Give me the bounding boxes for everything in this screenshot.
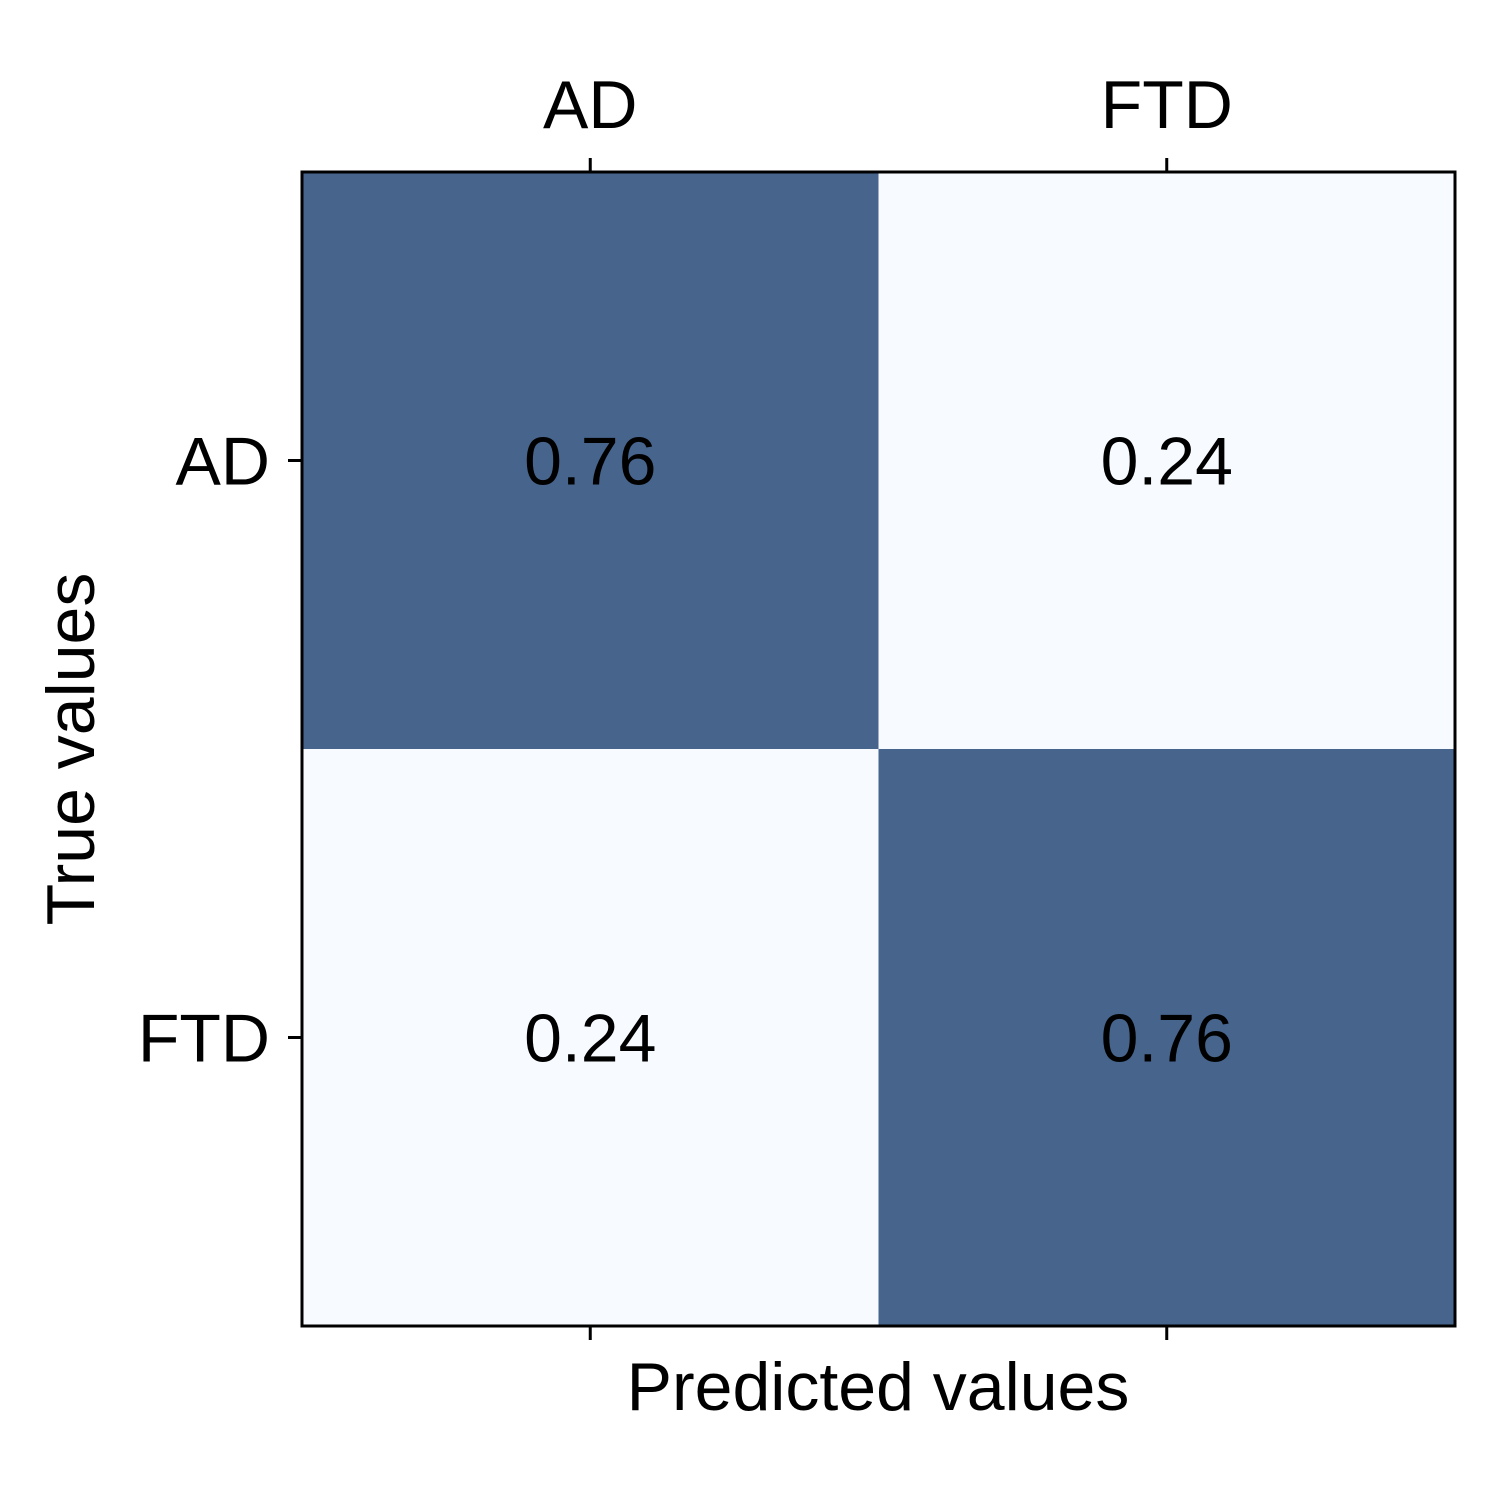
cell-value-label-0-0: 0.76: [524, 424, 656, 500]
matrix-cell-labels: 0.76 0.24 0.24 0.76: [524, 424, 1233, 1077]
y-axis-label: True values: [33, 573, 109, 926]
x-axis-ticks: AD FTD: [543, 67, 1233, 1340]
matrix-cells: [302, 172, 1456, 1327]
matrix-cell-0-1: [878, 172, 1456, 750]
matrix-cell-1-1: [878, 749, 1456, 1327]
matrix-cell-0-0: [302, 172, 879, 750]
matrix-cell-1-0: [302, 749, 879, 1327]
x-axis-label: Predicted values: [627, 1349, 1130, 1425]
y-axis-ticks: AD FTD: [138, 424, 302, 1077]
x-tick-label-1: FTD: [1101, 67, 1233, 143]
y-tick-label-0: AD: [176, 424, 270, 500]
cell-value-label-1-0: 0.24: [524, 1001, 656, 1077]
cell-value-label-1-1: 0.76: [1101, 1001, 1233, 1077]
plot-frame: [300, 170, 1457, 1328]
cell-value-label-0-1: 0.24: [1101, 424, 1233, 500]
y-tick-label-1: FTD: [138, 1001, 270, 1077]
x-tick-label-0: AD: [543, 67, 637, 143]
